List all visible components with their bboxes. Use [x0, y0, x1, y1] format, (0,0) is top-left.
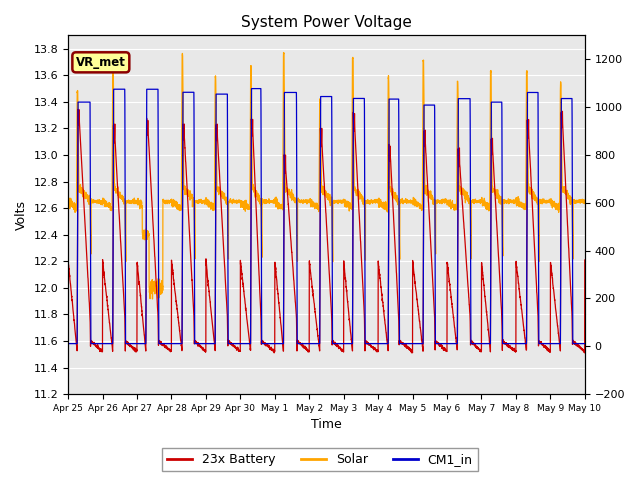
Y-axis label: Volts: Volts: [15, 200, 28, 230]
Title: System Power Voltage: System Power Voltage: [241, 15, 412, 30]
X-axis label: Time: Time: [311, 419, 342, 432]
Text: VR_met: VR_met: [76, 56, 126, 69]
Legend: 23x Battery, Solar, CM1_in: 23x Battery, Solar, CM1_in: [163, 448, 477, 471]
